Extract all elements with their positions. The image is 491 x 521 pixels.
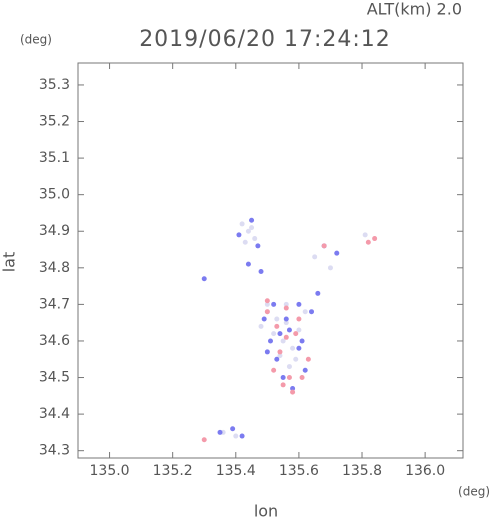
point — [280, 375, 286, 381]
y-tick-label: 34.6 — [39, 333, 70, 349]
y-tick-label: 34.9 — [39, 223, 70, 239]
point — [309, 309, 315, 315]
point — [286, 364, 292, 370]
point — [264, 298, 270, 304]
point — [296, 316, 302, 322]
point — [299, 375, 305, 381]
point — [290, 389, 296, 395]
point — [201, 437, 207, 443]
point — [249, 225, 255, 231]
point — [283, 320, 289, 326]
y-tick-label: 35.2 — [39, 114, 70, 130]
x-tick-label: 135.2 — [153, 463, 193, 479]
y-axis-label: lat — [0, 252, 19, 273]
point — [274, 323, 280, 329]
point — [264, 301, 270, 307]
point — [255, 243, 261, 249]
point — [299, 338, 305, 344]
y-unit: (deg) — [20, 33, 52, 47]
y-tick-label: 35.0 — [39, 187, 70, 203]
y-tick-label: 34.7 — [39, 296, 70, 312]
point — [274, 316, 280, 322]
y-tick-label: 34.4 — [39, 406, 70, 422]
point — [239, 433, 245, 439]
point — [274, 356, 280, 362]
point — [277, 349, 283, 355]
point — [233, 433, 239, 439]
point — [271, 331, 277, 337]
point — [296, 327, 302, 333]
altitude-label: ALT(km) 2.0 — [367, 0, 462, 19]
point — [258, 323, 264, 329]
point — [283, 316, 289, 322]
point — [283, 301, 289, 307]
point — [362, 232, 368, 238]
point — [365, 239, 371, 245]
point — [296, 301, 302, 307]
point — [290, 345, 296, 351]
point — [283, 305, 289, 311]
x-tick-label: 135.4 — [216, 463, 256, 479]
y-tick-label: 34.5 — [39, 370, 70, 386]
point — [201, 276, 207, 282]
point — [230, 426, 236, 432]
point — [268, 338, 273, 344]
point — [305, 356, 311, 362]
point — [242, 239, 248, 245]
point — [302, 367, 308, 373]
point — [334, 250, 340, 256]
point — [293, 331, 299, 337]
point — [321, 243, 327, 249]
x-tick-label: 135.6 — [279, 463, 319, 479]
point — [252, 236, 258, 242]
point — [264, 309, 270, 315]
x-unit: (deg) — [458, 485, 490, 499]
point — [217, 429, 223, 435]
point — [261, 316, 267, 322]
point — [327, 265, 333, 271]
point — [296, 345, 302, 351]
point — [271, 301, 277, 307]
point — [239, 221, 245, 227]
point — [372, 236, 378, 242]
point — [286, 375, 292, 381]
point — [245, 261, 251, 267]
point — [315, 290, 321, 296]
point — [271, 367, 277, 373]
y-tick-label: 34.3 — [39, 443, 70, 459]
point — [264, 349, 270, 355]
point — [286, 327, 292, 333]
point — [249, 217, 255, 223]
point — [236, 232, 242, 238]
point — [277, 353, 283, 359]
chart-title: 2019/06/20 17:24:12 — [139, 27, 391, 52]
y-tick-label: 35.1 — [39, 150, 70, 166]
point — [293, 356, 299, 362]
plot-frame — [77, 62, 464, 459]
point — [302, 309, 308, 315]
point — [283, 334, 289, 340]
point — [258, 268, 264, 274]
x-tick-label: 135.8 — [342, 463, 382, 479]
point — [290, 386, 296, 392]
y-tick-label: 34.8 — [39, 260, 70, 276]
point — [277, 331, 283, 337]
x-tick-label: 136.0 — [405, 463, 445, 479]
x-axis-label: lon — [254, 502, 278, 521]
point — [280, 338, 286, 344]
y-tick-label: 35.3 — [39, 77, 70, 93]
point — [312, 254, 318, 260]
point — [280, 382, 286, 388]
point — [245, 228, 251, 234]
x-tick-label: 135.0 — [90, 463, 130, 479]
